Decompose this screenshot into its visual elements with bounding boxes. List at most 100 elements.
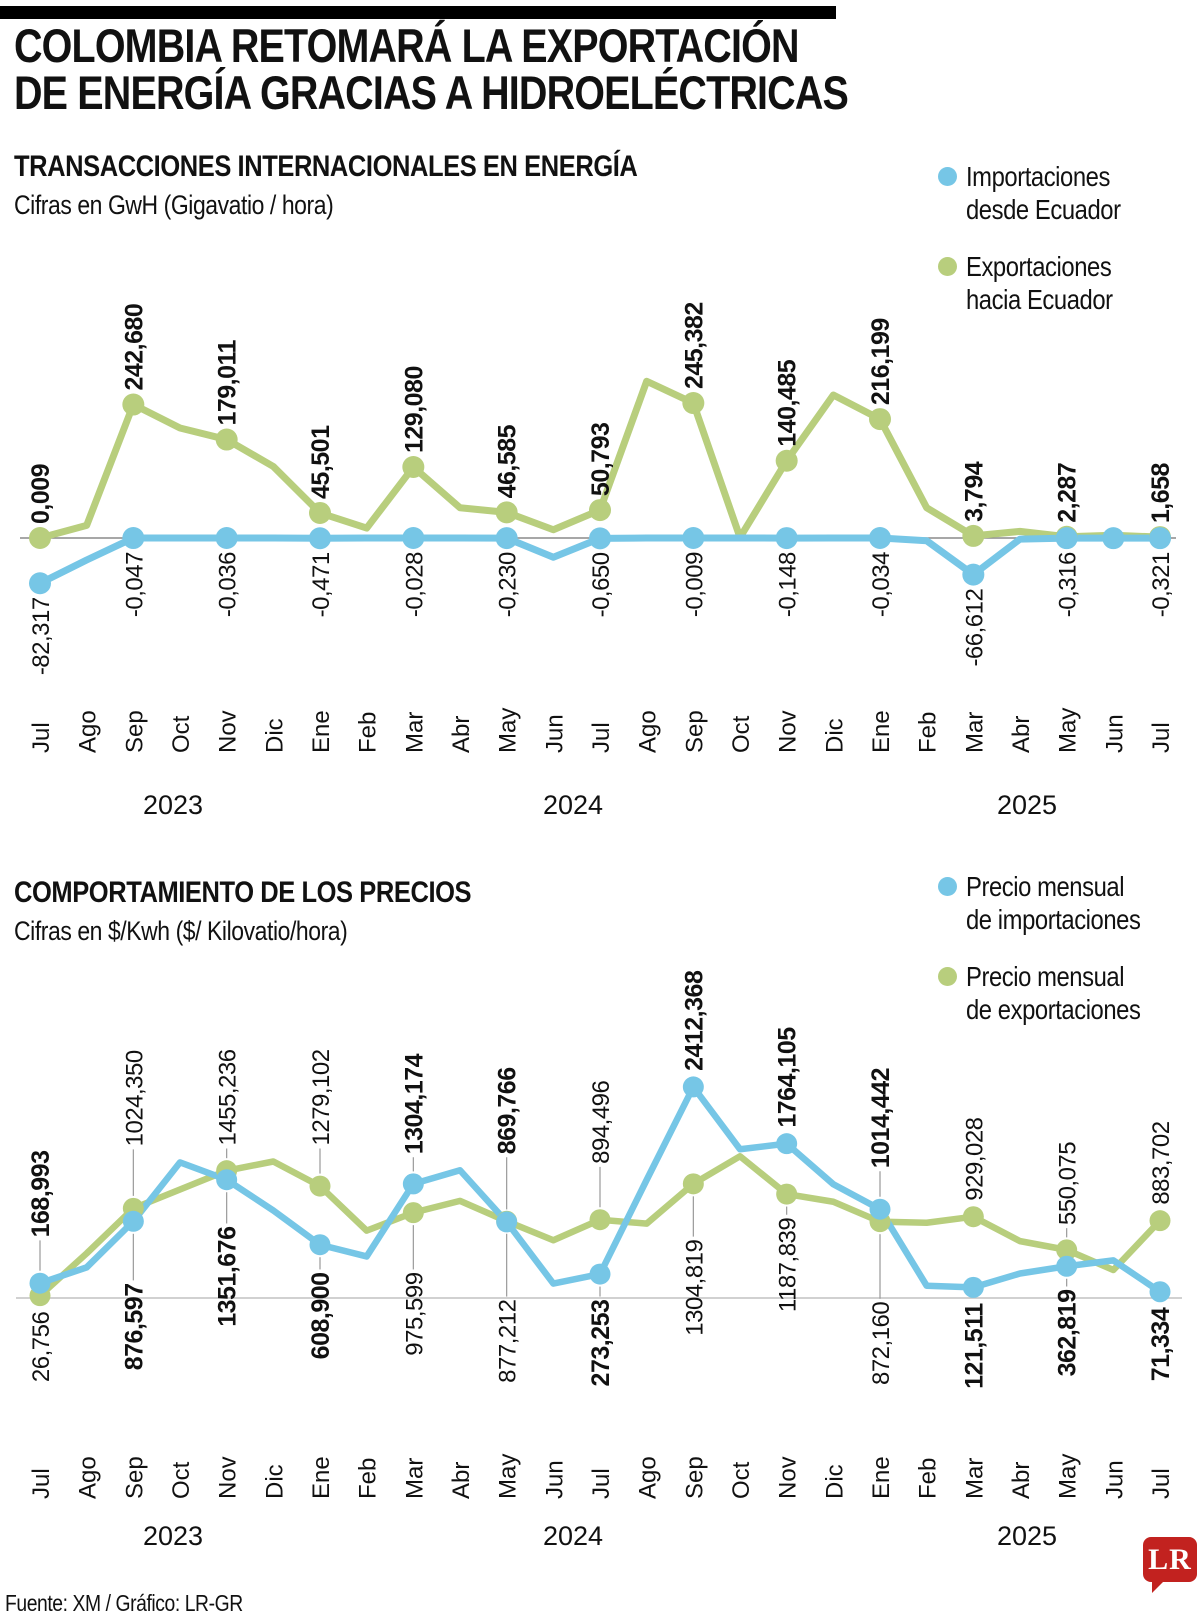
month-label: Ene — [868, 1456, 895, 1499]
lr-logo-text: LR — [1148, 1542, 1192, 1576]
data-point-dot — [682, 1076, 704, 1098]
year-label: 2024 — [543, 1521, 603, 1551]
page-title-line2: DE ENERGÍA GRACIAS A HIDROELÉCTRICAS — [14, 66, 849, 119]
month-label: Jun — [541, 714, 568, 753]
month-label: Jun — [1101, 714, 1128, 753]
month-label: Ago — [75, 710, 102, 753]
data-point-dot — [682, 1173, 704, 1195]
month-label: Oct — [728, 715, 755, 753]
value-label: 45,501 — [307, 425, 335, 499]
data-point-dot — [29, 572, 51, 595]
data-point-dot — [962, 1276, 984, 1298]
value-label: 929,028 — [961, 1117, 988, 1200]
year-label: 2025 — [997, 1521, 1057, 1551]
month-label: Dic — [821, 1464, 848, 1499]
value-label: 1014,442 — [867, 1068, 895, 1168]
value-label: 3,794 — [960, 461, 988, 522]
value-label: 894,496 — [588, 1080, 615, 1163]
month-label: Jun — [1101, 1460, 1128, 1499]
data-point-dot — [29, 526, 51, 549]
month-label: Jun — [541, 1460, 568, 1499]
data-point-dot — [589, 527, 612, 550]
data-point-dot — [402, 456, 425, 479]
month-label: Ene — [308, 710, 335, 753]
month-label: Dic — [261, 1464, 288, 1499]
value-label: 121,511 — [960, 1303, 988, 1389]
month-label: Ene — [308, 1456, 335, 1499]
chart-1: 0,009 242,680 179,011 45,501 129,080 46,585 50… — [20, 302, 1176, 820]
data-point-dot — [1055, 527, 1078, 550]
data-point-dot — [589, 1263, 611, 1285]
month-label: Mar — [401, 712, 428, 753]
value-label: 46,585 — [494, 424, 522, 498]
data-point-dot — [589, 499, 612, 522]
month-label: May — [495, 1454, 522, 1499]
page-title-line1: COLOMBIA RETOMARÁ LA EXPORTACIÓN — [14, 19, 799, 72]
data-point-dot — [122, 527, 145, 550]
month-label: Ago — [75, 1456, 102, 1499]
month-label: Ago — [635, 710, 662, 753]
value-label: -0,321 — [1148, 552, 1175, 617]
month-label: Jul — [1148, 722, 1175, 753]
value-label: -0,047 — [121, 552, 148, 617]
month-label: Sep — [121, 710, 148, 753]
month-label: Nov — [775, 1456, 802, 1499]
exports-legend-dot-icon — [938, 257, 957, 276]
data-point-dot — [775, 449, 798, 472]
year-label: 2024 — [543, 790, 603, 820]
legend-import-price: Precio mensual de importaciones — [938, 870, 1198, 936]
legend-exports-label: Exportaciones hacia Ecuador — [966, 251, 1113, 315]
data-point-dot — [962, 524, 985, 547]
month-label: May — [1055, 708, 1082, 753]
month-label: Mar — [961, 1458, 988, 1499]
value-label: 975,599 — [401, 1272, 428, 1355]
data-point-dot — [1149, 1210, 1171, 1232]
legend-imports-label: Importaciones desde Ecuador — [966, 161, 1121, 225]
data-point-dot — [1149, 1281, 1171, 1303]
month-label: Abr — [448, 716, 475, 753]
value-label: 26,756 — [28, 1312, 55, 1383]
imports-legend-dot-icon — [938, 167, 957, 186]
month-label: Feb — [915, 1458, 942, 1499]
value-label: -82,317 — [28, 597, 55, 675]
legend-exports: Exportaciones hacia Ecuador — [938, 250, 1198, 316]
data-point-dot — [402, 1202, 424, 1224]
value-label: -0,148 — [775, 552, 802, 617]
data-point-dot — [309, 501, 332, 524]
chart1-subtitle: Cifras en GwH (Gigavatio / hora) — [14, 190, 334, 220]
export-price-legend-dot-icon — [938, 967, 957, 986]
chart2-subtitle: Cifras en $/Kwh ($/ Kilovatio/hora) — [14, 916, 348, 946]
top-accent-bar — [0, 6, 836, 19]
data-point-dot — [215, 428, 238, 451]
month-label: May — [495, 708, 522, 753]
data-point-dot — [589, 1209, 611, 1231]
month-label: Mar — [401, 1458, 428, 1499]
month-label: Dic — [821, 718, 848, 753]
data-point-dot — [216, 1169, 238, 1191]
data-point-dot — [309, 1234, 331, 1256]
value-label: 1764,105 — [774, 1027, 802, 1128]
month-label: Feb — [355, 712, 382, 753]
data-point-dot — [495, 527, 518, 550]
value-label: 179,011 — [214, 339, 242, 425]
value-label: 216,199 — [867, 318, 895, 405]
chart-2: 26,756 1024,350 1455,236 1279,102 975,599 877… — [16, 970, 1182, 1551]
month-label: Abr — [448, 1462, 475, 1499]
month-label: Sep — [681, 710, 708, 753]
month-label: May — [1055, 1454, 1082, 1499]
legend-export-price-label: Precio mensual de exportaciones — [966, 961, 1141, 1025]
value-label: 608,900 — [307, 1272, 335, 1359]
data-point-dot — [775, 527, 798, 550]
data-point-dot — [496, 1211, 518, 1233]
month-label: Oct — [168, 1461, 195, 1499]
value-label: 245,382 — [680, 302, 708, 389]
value-label: 1279,102 — [308, 1049, 335, 1145]
value-label: -0,471 — [308, 552, 335, 617]
chart2-title: COMPORTAMIENTO DE LOS PRECIOS — [14, 876, 472, 909]
chart2-legend: Precio mensual de importaciones Precio m… — [938, 870, 1198, 1050]
value-label: -0,036 — [215, 552, 242, 617]
data-point-dot — [309, 527, 332, 550]
value-label: -0,009 — [681, 552, 708, 617]
month-label: Jul — [1148, 1468, 1175, 1499]
